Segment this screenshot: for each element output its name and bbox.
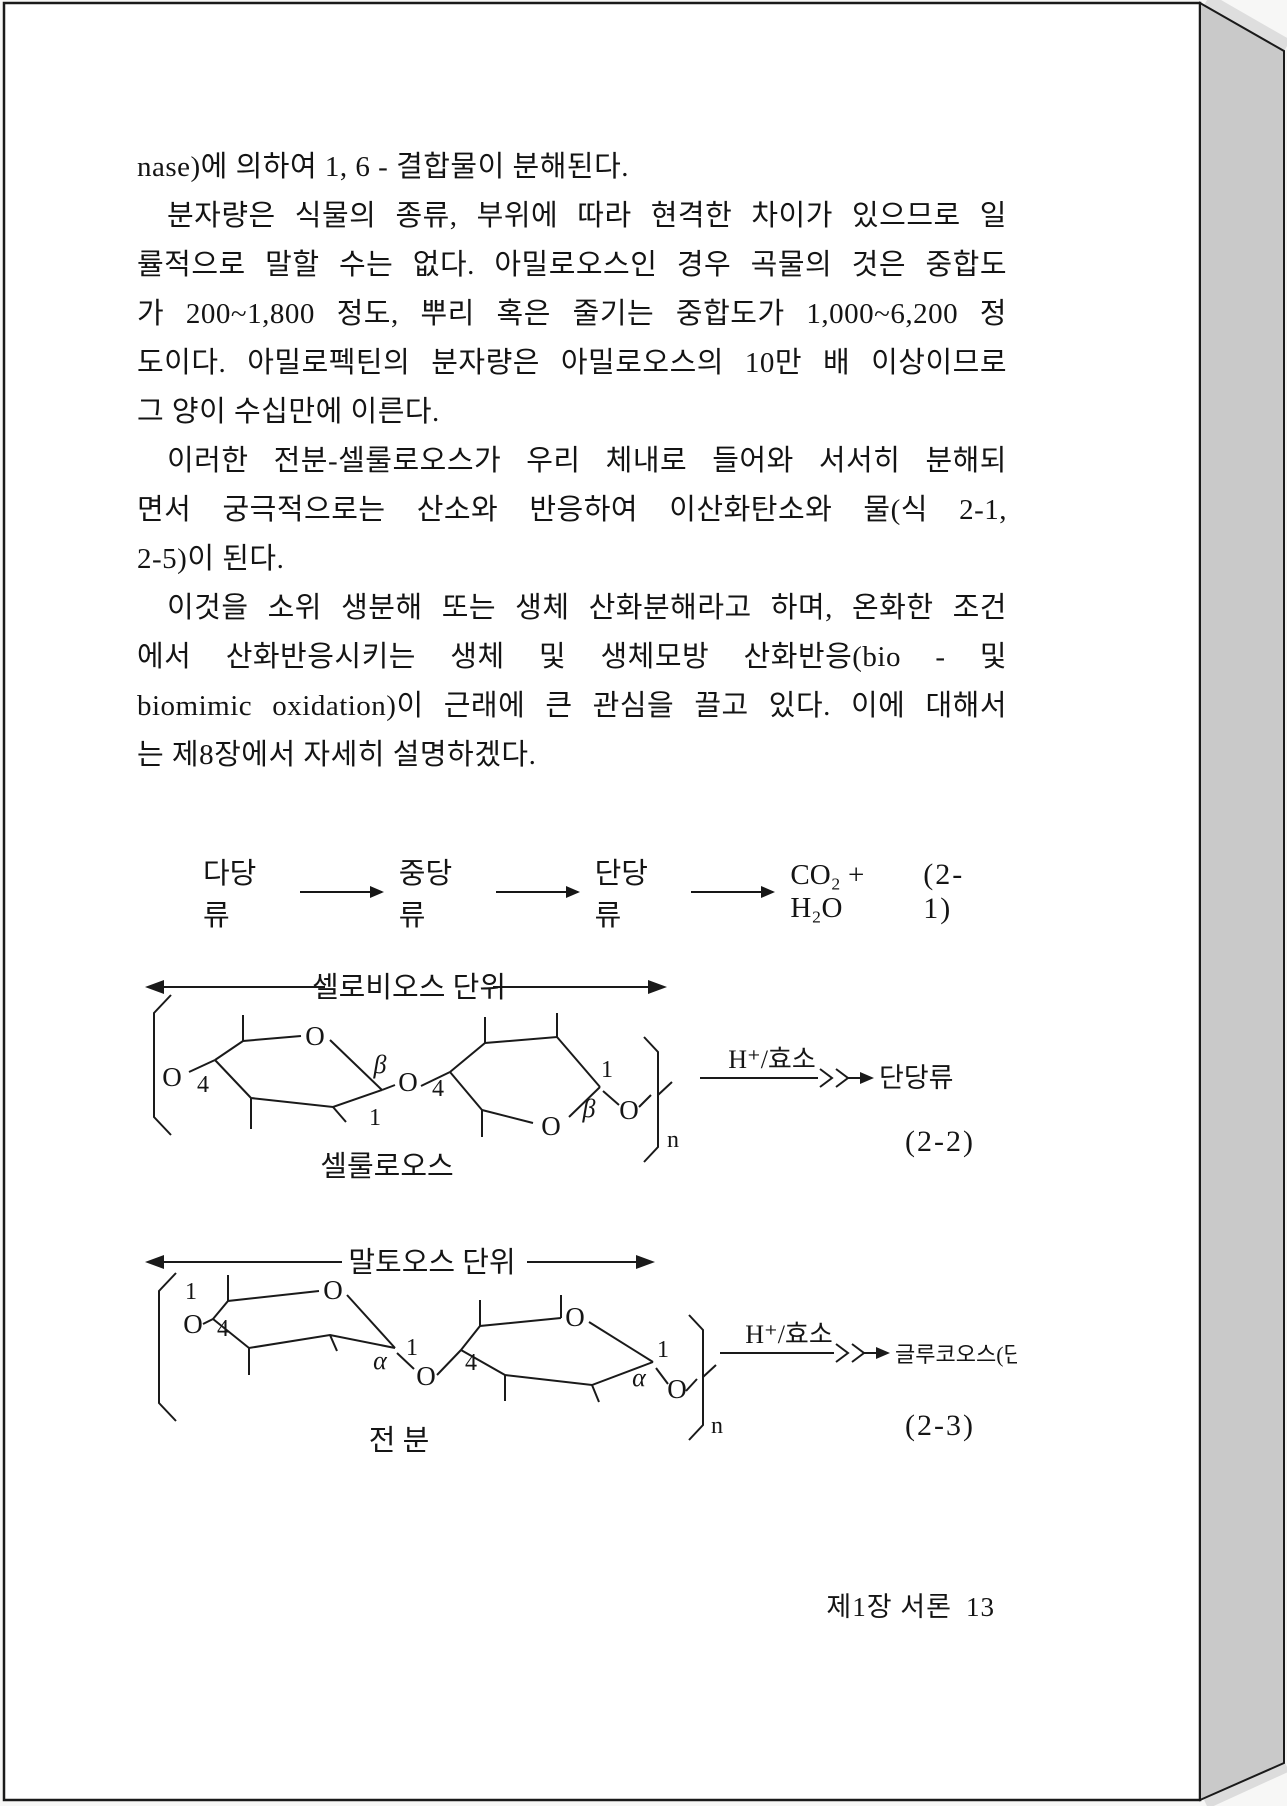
body-text-line: 가 200~1,800 정도, 뿌리 혹은 줄기는 중합도가 1,000~6,2… bbox=[137, 298, 1007, 330]
alpha-label: α bbox=[632, 1363, 647, 1392]
body-text-line: 이것을 소위 생분해 또는 생체 산화분해라고 하며, 온화한 조건 bbox=[167, 592, 1007, 624]
ring-oxygen-label: O bbox=[323, 1275, 343, 1305]
glycosidic-oxygen-label: O bbox=[667, 1374, 687, 1404]
glycosidic-oxygen-label: O bbox=[619, 1095, 639, 1125]
page-number: 13 bbox=[966, 1592, 995, 1622]
equation-term: 다당류 bbox=[203, 858, 257, 932]
oxygen-label: O bbox=[183, 1309, 203, 1339]
glycosidic-oxygen-label: O bbox=[416, 1361, 436, 1391]
equation-2-1: 다당류 중당류 단당류 CO₂ + H₂O (2-1) bbox=[137, 858, 1007, 932]
repeat-n-label: n bbox=[711, 1413, 723, 1439]
carbon-4-label: 4 bbox=[217, 1316, 229, 1342]
chapter-title: 제1장 서론 bbox=[826, 1592, 952, 1622]
oxygen-label: O bbox=[162, 1062, 182, 1092]
right-arrow-icon bbox=[299, 886, 384, 898]
bottom-edge-shadow bbox=[1203, 1762, 1287, 1806]
ring-oxygen-label: O bbox=[541, 1111, 561, 1141]
compound-name: 전 분 bbox=[369, 1425, 430, 1457]
body-text-line: 면서 궁극적으로는 산소와 반응하여 이산화탄소와 물(식 2-1, bbox=[137, 494, 1007, 526]
ring-oxygen-label: O bbox=[565, 1302, 585, 1332]
equation-number: (2-1) bbox=[923, 858, 965, 925]
alpha-label: α bbox=[373, 1346, 388, 1375]
cellulose-diagram: 셀로비오스 단위 O 4 O β 1 bbox=[145, 971, 975, 1183]
cellobiose-span-arrow bbox=[145, 980, 667, 994]
hydrolysis-arrow bbox=[720, 1343, 890, 1363]
beta-label: β bbox=[582, 1094, 596, 1123]
product-label: 단당류 bbox=[879, 1063, 954, 1093]
body-text-line: 률적으로 말할 수는 없다. 아밀로오스인 경우 곡물의 것은 중합도 bbox=[137, 249, 1007, 281]
page-footer: 제1장 서론 13 bbox=[720, 1585, 995, 1624]
equation-term: 단당류 bbox=[594, 858, 648, 932]
carbon-1-label: 1 bbox=[657, 1337, 669, 1363]
maltose-span-arrow bbox=[145, 1255, 655, 1269]
body-text-line: 에서 산화반응시키는 생체 및 생체모방 산화반응(bio - 및 bbox=[137, 641, 1007, 673]
right-arrow-icon bbox=[691, 886, 776, 898]
catalyst-label: H⁺/효소 bbox=[728, 1045, 816, 1074]
maltose-unit-label: 말토오스 단위 bbox=[348, 1246, 515, 1279]
body-text-line: nase)에 의하여 1, 6 - 결합물이 분해된다. bbox=[137, 151, 630, 183]
carbon-4-label: 4 bbox=[197, 1072, 209, 1098]
ring-oxygen-label: O bbox=[305, 1021, 325, 1051]
catalyst-label: H⁺/효소 bbox=[745, 1320, 833, 1349]
repeat-n-label: n bbox=[667, 1127, 679, 1153]
hydrolysis-arrow bbox=[700, 1068, 874, 1088]
beta-label: β bbox=[373, 1050, 387, 1079]
carbon-1-label: 1 bbox=[406, 1335, 418, 1361]
body-text-line: 이러한 전분-셀룰로오스가 우리 체내로 들어와 서서히 분해되 bbox=[167, 445, 1007, 477]
body-text-line: 는 제8장에서 자세히 설명하겠다. bbox=[137, 739, 537, 771]
equation-term: 중당류 bbox=[398, 858, 453, 932]
equation-number: (2-3) bbox=[905, 1409, 975, 1442]
right-arrow-icon bbox=[495, 886, 580, 898]
product-label: 글루코오스(단당류) bbox=[895, 1342, 1017, 1367]
body-text-line: 2-5)이 된다. bbox=[137, 543, 285, 575]
equation-term: CO₂ + H₂O bbox=[790, 859, 865, 924]
equation-number: (2-2) bbox=[905, 1125, 975, 1158]
carbon-1-label: 1 bbox=[369, 1105, 381, 1131]
body-text-line: 분자량은 식물의 종류, 부위에 따라 현격한 차이가 있으므로 일 bbox=[167, 200, 1007, 232]
body-text: nase)에 의하여 1, 6 - 결합물이 분해된다. 분자량은 식물의 종류… bbox=[137, 143, 1007, 780]
glycosidic-oxygen-label: O bbox=[398, 1067, 418, 1097]
cellobiose-unit-label: 셀로비오스 단위 bbox=[312, 971, 506, 1004]
cellulose-structure bbox=[153, 994, 673, 1163]
starch-structure bbox=[158, 1272, 717, 1441]
compound-name: 셀룰로오스 bbox=[320, 1151, 453, 1183]
body-text-line: 그 양이 수십만에 이른다. bbox=[137, 396, 440, 428]
carbon-4-label: 4 bbox=[432, 1076, 444, 1102]
starch-diagram: 말토오스 단위 1 O 4 O α bbox=[145, 1246, 1017, 1457]
page-sheet bbox=[2, 1, 1202, 1802]
carbon-1-label: 1 bbox=[185, 1279, 197, 1305]
page-content: nase)에 의하여 1, 6 - 결합물이 분해된다. 분자량은 식물의 종류… bbox=[137, 143, 1017, 1624]
carbon-4-label: 4 bbox=[465, 1350, 477, 1376]
page-depth-panel bbox=[1199, 1, 1285, 1802]
body-text-line: biomimic oxidation)이 근래에 큰 관심을 끌고 있다. 이에… bbox=[137, 690, 1007, 722]
top-edge-shadow bbox=[1203, 0, 1287, 53]
body-text-line: 도이다. 아밀로펙틴의 분자량은 아밀로오스의 10만 배 이상이므로 bbox=[137, 347, 1007, 379]
carbon-1-label: 1 bbox=[601, 1057, 613, 1083]
